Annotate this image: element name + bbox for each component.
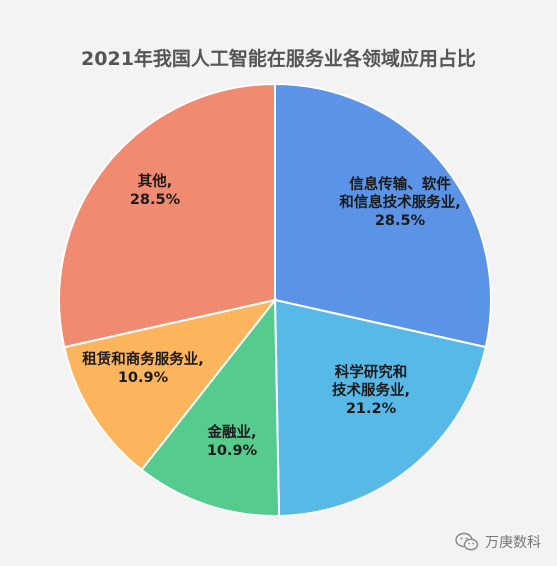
slice-label-line: 28.5% (375, 213, 426, 229)
chart-title: 2021年我国人工智能在服务业各领域应用占比 (81, 48, 476, 70)
pie-slice-4 (57, 82, 276, 349)
slice-label-line: 和信息技术服务业, (339, 193, 461, 211)
slice-label-2: 金融业, 10.9% (206, 423, 257, 459)
slice-label-0: 信息传输、软件和信息技术服务业, 28.5% (339, 175, 461, 229)
slice-label-line: 28.5% (130, 192, 181, 208)
pie-slice-2 (140, 297, 281, 517)
slice-label-line: 租赁和商务服务业, (82, 350, 204, 368)
slice-label-line: 金融业, (206, 423, 256, 441)
slice-label-line: 信息传输、软件 (349, 175, 451, 193)
slice-label-line: 技术服务业, (332, 381, 410, 399)
pie-slice-0 (274, 82, 493, 349)
wechat-icon (455, 532, 479, 551)
slice-label-line: 科学研究和 (335, 363, 408, 381)
watermark: 万庚数科 (455, 532, 541, 552)
slice-label-line: 21.2% (346, 401, 397, 417)
slice-label-4: 其他, 28.5% (130, 172, 181, 208)
slice-label-1: 科学研究和技术服务业, 21.2% (332, 363, 410, 417)
watermark-text: 万庚数科 (485, 535, 541, 551)
slice-label-line: 10.9% (207, 443, 258, 459)
slice-label-line: 10.9% (118, 370, 169, 386)
slice-label-3: 租赁和商务服务业, 10.9% (82, 350, 204, 386)
slice-label-line: 其他, (138, 172, 173, 190)
pie-slice-1 (273, 298, 487, 517)
pie-slice-3 (63, 298, 278, 472)
